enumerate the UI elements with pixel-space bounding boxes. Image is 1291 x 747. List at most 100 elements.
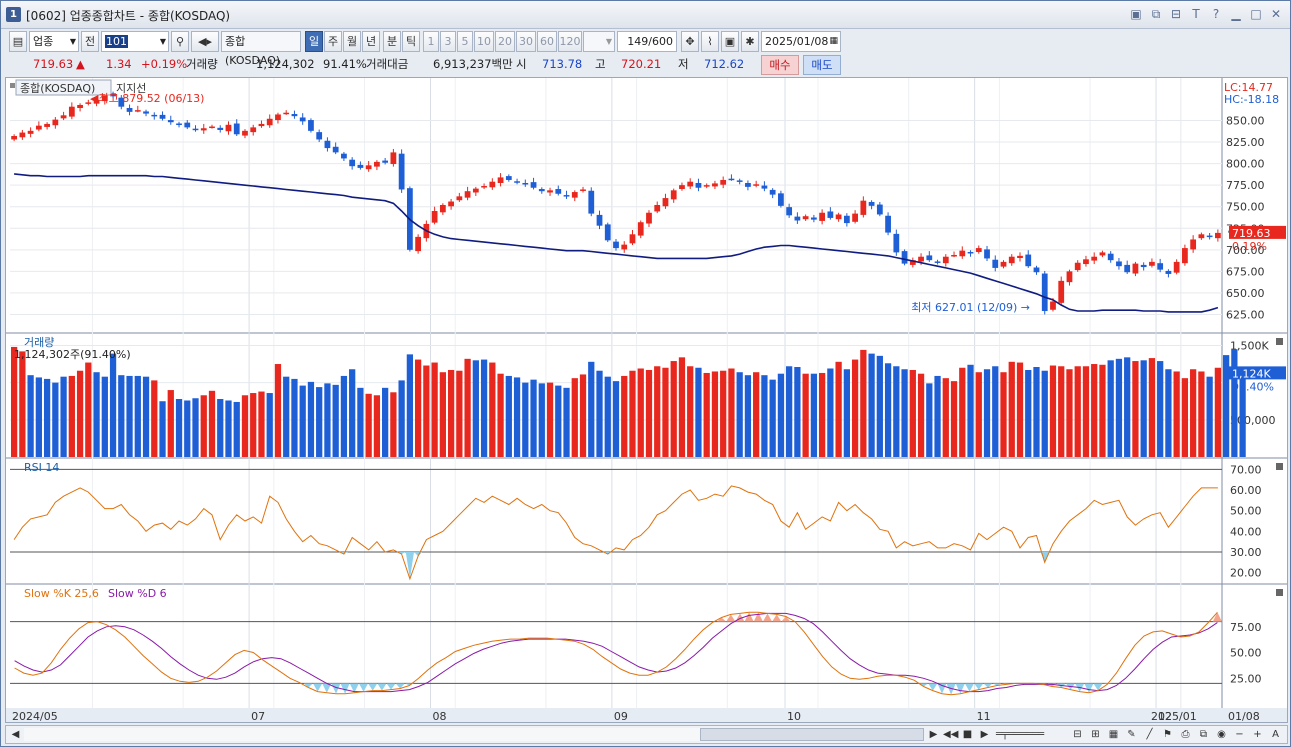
bottom-scrollbar[interactable]: ◀ ▶ ◀◀ ■ ▶ ═╤══════ ⊟ ⊞ ▦ ✎ ╱ ⚑ ⎙ ⧉ ◉ − … (5, 725, 1288, 744)
candle-body[interactable] (580, 189, 586, 191)
candle-body[interactable] (505, 176, 512, 180)
candle-body[interactable] (250, 127, 257, 133)
volume-bar[interactable] (744, 375, 752, 457)
volume-bar[interactable] (340, 375, 348, 457)
volume-bar[interactable] (167, 390, 174, 457)
candle-body[interactable] (365, 165, 372, 170)
candle-body[interactable] (514, 181, 520, 183)
candle-body[interactable] (68, 106, 75, 117)
volume-bar[interactable] (184, 400, 191, 457)
candle-body[interactable] (217, 127, 224, 130)
candle-body[interactable] (200, 128, 207, 131)
volume-bar[interactable] (1231, 349, 1238, 457)
candle-body[interactable] (1140, 264, 1147, 268)
maximize-icon[interactable]: □ (1250, 7, 1262, 21)
volume-bar[interactable] (992, 366, 999, 457)
volume-bar[interactable] (967, 364, 974, 457)
volume-bar[interactable] (414, 359, 422, 457)
volume-bar[interactable] (316, 387, 323, 457)
candle-body[interactable] (77, 104, 83, 108)
close-panel-icon[interactable] (1276, 338, 1283, 345)
close-panel-icon[interactable] (1276, 589, 1283, 596)
candle-body[interactable] (1173, 261, 1180, 273)
volume-bar[interactable] (1173, 371, 1180, 457)
scroll-left-icon[interactable]: ◀ (11, 729, 20, 740)
volume-bar[interactable] (118, 375, 125, 457)
scroll-thumb[interactable] (700, 728, 924, 741)
volume-bar[interactable] (736, 372, 743, 457)
candle-body[interactable] (374, 161, 380, 167)
volume-bar[interactable] (909, 369, 916, 457)
candle-body[interactable] (242, 130, 248, 136)
panel-menu-icon[interactable] (10, 83, 15, 88)
candle-body[interactable] (1000, 261, 1007, 267)
volume-bar[interactable] (1222, 355, 1230, 457)
help-icon[interactable]: ? (1212, 7, 1220, 21)
volume-bar[interactable] (917, 373, 925, 457)
volume-bar[interactable] (959, 367, 966, 457)
volume-bar[interactable] (1124, 357, 1131, 457)
candle-body[interactable] (85, 102, 92, 104)
volume-bar[interactable] (291, 378, 298, 457)
rewind-icon[interactable]: ◀◀ (943, 729, 959, 740)
volume-bar[interactable] (283, 376, 290, 457)
candle-body[interactable] (860, 200, 867, 215)
candle-body[interactable] (1008, 256, 1015, 264)
stop-icon[interactable]: ■ (962, 729, 973, 740)
interval-10[interactable]: 10 (474, 31, 494, 52)
candle-body[interactable] (1190, 239, 1197, 250)
candle-body[interactable] (819, 212, 826, 221)
period-minute[interactable]: 분 (383, 31, 401, 52)
volume-bar[interactable] (612, 381, 620, 457)
candle-body[interactable] (588, 190, 595, 214)
candle-body[interactable] (761, 185, 768, 189)
volume-bar[interactable] (101, 376, 108, 457)
chart-area[interactable]: 625.00650.00675.00700.00725.00750.00775.… (5, 77, 1288, 723)
candle-body[interactable] (159, 114, 166, 119)
candle-body[interactable] (778, 193, 784, 206)
zoom-slider[interactable]: ═╤══════ (996, 729, 1045, 740)
speaker-icon[interactable]: ◀▸ (191, 31, 219, 52)
volume-bar[interactable] (1016, 362, 1024, 457)
volume-bar[interactable] (456, 370, 463, 457)
candle-body[interactable] (1157, 263, 1164, 270)
volume-bar[interactable] (777, 373, 785, 457)
volume-bar[interactable] (901, 369, 908, 457)
volume-bar[interactable] (720, 370, 727, 457)
candle-body[interactable] (967, 251, 974, 254)
candle-body[interactable] (1124, 264, 1131, 273)
candle-body[interactable] (472, 188, 479, 193)
volume-bar[interactable] (192, 398, 199, 457)
candle-body[interactable] (184, 122, 191, 128)
candle-body[interactable] (151, 114, 158, 117)
volume-bar[interactable] (654, 366, 661, 457)
volume-bar[interactable] (274, 364, 282, 457)
candle-body[interactable] (984, 249, 990, 259)
candle-body[interactable] (1058, 280, 1065, 303)
candle-body[interactable] (1198, 234, 1205, 239)
volume-bar[interactable] (884, 363, 892, 457)
minimize-icon[interactable]: ▁ (1231, 7, 1241, 21)
candle-body[interactable] (1206, 235, 1213, 238)
volume-bar[interactable] (299, 385, 306, 457)
volume-bar[interactable] (802, 373, 809, 457)
volume-bar[interactable] (934, 375, 941, 457)
volume-bar[interactable] (225, 400, 232, 457)
volume-bar[interactable] (373, 395, 381, 457)
volume-bar[interactable] (876, 355, 883, 457)
volume-bar[interactable] (728, 368, 735, 457)
candle-body[interactable] (19, 132, 26, 138)
volume-bar[interactable] (126, 375, 133, 457)
period-day[interactable]: 일 (305, 31, 323, 52)
volume-bar[interactable] (217, 398, 224, 457)
pin-icon[interactable]: ⊟ (1170, 7, 1182, 21)
market-select[interactable]: 업종 ▼ (29, 31, 79, 52)
line-icon[interactable]: ╱ (1146, 729, 1153, 740)
volume-bar[interactable] (250, 393, 257, 457)
volume-bar[interactable] (621, 375, 628, 457)
period-year[interactable]: 년 (362, 31, 380, 52)
candle-body[interactable] (324, 140, 331, 149)
volume-bar[interactable] (159, 401, 166, 457)
candle-body[interactable] (118, 97, 125, 107)
volume-bar[interactable] (1115, 358, 1123, 457)
